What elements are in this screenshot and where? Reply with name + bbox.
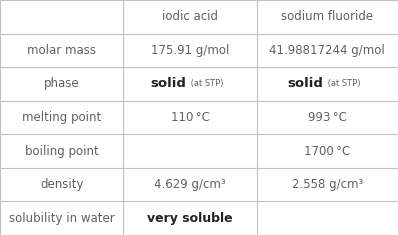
Text: very soluble: very soluble (147, 212, 233, 225)
Text: (at STP): (at STP) (188, 79, 224, 88)
Text: 2.558 g/cm³: 2.558 g/cm³ (292, 178, 363, 191)
Text: 993 °C: 993 °C (308, 111, 347, 124)
Text: boiling point: boiling point (25, 145, 99, 158)
Text: melting point: melting point (22, 111, 101, 124)
Text: solubility in water: solubility in water (9, 212, 115, 225)
Text: molar mass: molar mass (27, 44, 96, 57)
Text: 4.629 g/cm³: 4.629 g/cm³ (154, 178, 226, 191)
Text: 175.91 g/mol: 175.91 g/mol (151, 44, 229, 57)
Text: solid: solid (287, 77, 323, 90)
Text: solid: solid (150, 77, 186, 90)
Text: 110 °C: 110 °C (171, 111, 209, 124)
Text: (at STP): (at STP) (326, 79, 361, 88)
Text: iodic acid: iodic acid (162, 10, 218, 23)
Text: 1700 °C: 1700 °C (304, 145, 351, 158)
Text: phase: phase (44, 77, 80, 90)
Text: density: density (40, 178, 84, 191)
Text: sodium fluoride: sodium fluoride (281, 10, 373, 23)
Text: 41.98817244 g/mol: 41.98817244 g/mol (269, 44, 385, 57)
